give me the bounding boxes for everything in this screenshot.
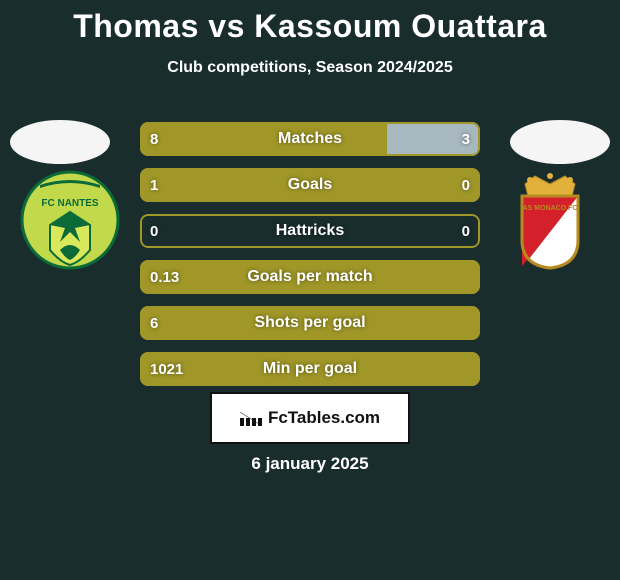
stat-right-value: 0: [462, 214, 470, 248]
stat-row: 83Matches: [140, 122, 480, 156]
stat-left-fill: [140, 306, 480, 340]
stat-outline: [140, 214, 480, 248]
svg-text:FC NANTES: FC NANTES: [41, 198, 99, 209]
footer-brand-badge: FcTables.com: [210, 392, 410, 444]
page-subtitle: Club competitions, Season 2024/2025: [0, 59, 620, 77]
stat-row: 1021Min per goal: [140, 352, 480, 386]
stat-row: 0 0Hattricks: [140, 214, 480, 248]
monaco-crest-icon: AS MONACO FC: [500, 170, 600, 270]
stat-label: Hattricks: [140, 214, 480, 248]
stat-row: 0.13Goals per match: [140, 260, 480, 294]
page-title: Thomas vs Kassoum Ouattara: [0, 0, 620, 45]
fctables-logo-icon: [240, 410, 262, 426]
stat-row: 6Shots per goal: [140, 306, 480, 340]
stat-left-value: 0: [150, 214, 158, 248]
footer-brand-text: FcTables.com: [268, 408, 380, 428]
stat-row: 10Goals: [140, 168, 480, 202]
svg-text:AS MONACO FC: AS MONACO FC: [523, 205, 578, 212]
stat-left-fill: [140, 352, 480, 386]
stat-left-fill: [140, 168, 480, 202]
snapshot-date: 6 january 2025: [0, 454, 620, 474]
stat-left-fill: [140, 260, 480, 294]
stat-right-fill: [387, 122, 480, 156]
stats-bars-container: 83Matches 10Goals 0 0Hattricks 0.13Goals per…: [140, 122, 480, 398]
club-left-badge: FC NANTES: [20, 170, 120, 270]
player-left-avatar: [10, 120, 110, 164]
player-right-avatar: [510, 120, 610, 164]
club-right-badge: AS MONACO FC: [500, 170, 600, 270]
stat-left-fill: [140, 122, 387, 156]
nantes-crest-icon: FC NANTES: [20, 170, 120, 270]
